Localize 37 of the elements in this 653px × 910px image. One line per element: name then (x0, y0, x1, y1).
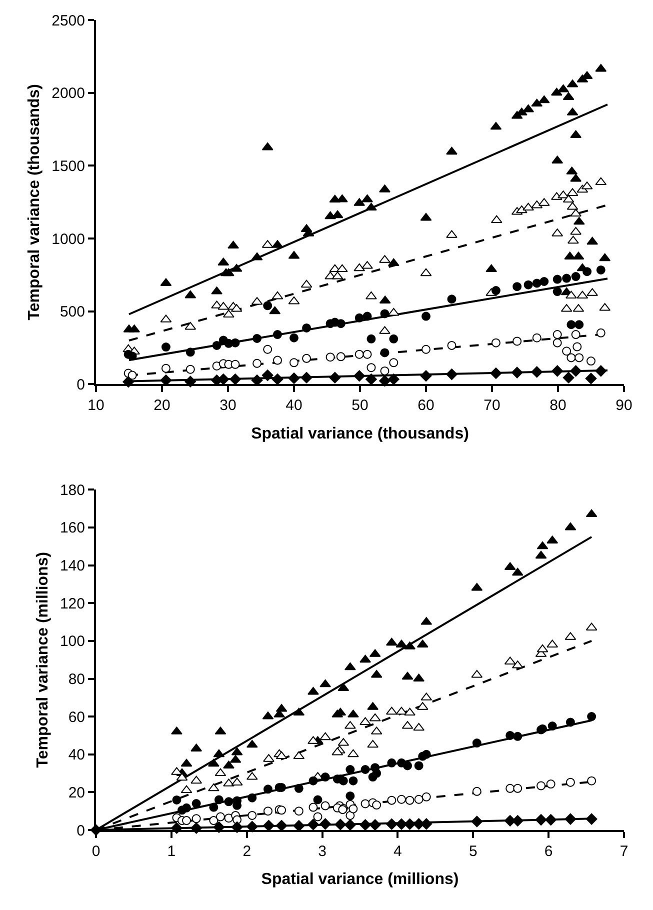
y-tick-label: 1000 (52, 230, 85, 248)
x-tick-label: 40 (286, 397, 302, 414)
y-tick-label: 120 (60, 595, 85, 612)
y-tick-label: 160 (60, 520, 85, 537)
x-tick-label: 1 (167, 843, 176, 860)
y-axis-title: Temporal variance (millions) (34, 552, 52, 768)
x-tick-label: 5 (468, 843, 478, 860)
y-tick-label: 60 (68, 708, 85, 726)
x-tick-label: 20 (154, 397, 170, 414)
y-axis-title: Temporal variance (thousands) (26, 84, 44, 320)
y-tick-label: 1500 (52, 158, 85, 175)
x-tick-label: 90 (616, 397, 632, 414)
x-tick-label: 2 (242, 843, 252, 860)
y-tick-label: 180 (60, 482, 85, 499)
x-tick-label: 0 (92, 843, 100, 860)
y-tick-label: 40 (68, 746, 85, 764)
x-tick-label: 30 (220, 397, 236, 414)
x-tick-label: 70 (484, 397, 500, 414)
y-tick-label: 100 (60, 633, 85, 650)
y-tick-label: 2000 (52, 85, 85, 102)
y-tick-label: 20 (68, 784, 85, 802)
x-tick-label: 50 (352, 397, 368, 414)
x-tick-label: 60 (418, 397, 434, 414)
x-axis-title: Spatial variance (millions) (261, 871, 459, 888)
x-tick-label: 6 (544, 843, 553, 860)
y-tick-label: 80 (68, 671, 85, 688)
x-tick-label: 3 (318, 843, 326, 860)
x-axis-title: Spatial variance (thousands) (251, 425, 469, 442)
x-tick-label: 7 (620, 843, 628, 860)
y-tick-label: 500 (60, 304, 85, 321)
y-tick-label: 2500 (52, 12, 85, 30)
x-tick-label: 80 (550, 397, 566, 414)
y-tick-label: 140 (60, 558, 85, 575)
x-tick-label: 10 (88, 397, 104, 414)
y-tick-label: 0 (76, 822, 85, 840)
y-tick-label: 0 (76, 376, 85, 394)
x-tick-label: 4 (394, 843, 402, 860)
